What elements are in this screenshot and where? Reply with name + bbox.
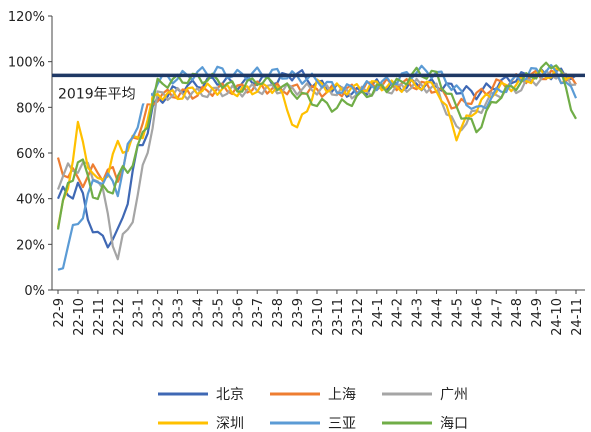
x-tick-label: 24-6 [470, 298, 485, 328]
x-tick-label: 23-2 [152, 298, 167, 328]
x-tick-label: 24-11 [570, 298, 585, 336]
y-tick-label: 120% [8, 10, 45, 25]
legend-label: 海口 [440, 416, 468, 432]
y-tick-label: 80% [16, 101, 45, 116]
reference-label-background [55, 83, 151, 104]
x-tick-label: 24-3 [411, 298, 426, 328]
y-tick-label: 60% [16, 147, 45, 162]
series-line-1 [56, 69, 577, 189]
y-tick-label: 20% [16, 238, 45, 253]
x-tick-label: 23-6 [231, 298, 246, 328]
x-tick-label: 22-9 [52, 298, 67, 328]
x-tick-label: 24-9 [530, 298, 545, 328]
x-tick-label: 24-1 [371, 298, 386, 328]
y-tick-label: 100% [8, 56, 45, 71]
axes: 0% 20% 40% 60% 80% 100% 120% 22-9 22-10 22-11 22-1… [8, 10, 585, 336]
series-line-5 [56, 61, 577, 230]
x-tick-label: 24-8 [510, 298, 525, 328]
x-tick-label: 23-5 [211, 298, 226, 328]
x-tick-label: 23-10 [311, 298, 326, 336]
x-tick-label: 24-10 [550, 298, 565, 336]
legend-label: 广州 [440, 387, 468, 403]
x-tick-label: 23-8 [271, 298, 286, 328]
y-tick-label: 0% [24, 284, 45, 299]
legend-label: 深圳 [216, 416, 244, 432]
x-tick-label: 23-7 [251, 298, 266, 328]
x-tick-label: 24-5 [450, 298, 465, 328]
x-tick-label: 23-11 [331, 298, 346, 336]
x-tick-label: 23-9 [291, 298, 306, 328]
reference-label: 2019年平均 [58, 86, 136, 102]
x-tick-label: 22-12 [112, 298, 127, 336]
x-tick-label: 23-3 [172, 298, 187, 328]
x-tick-label: 24-7 [490, 298, 505, 328]
x-tick-label: 22-10 [72, 298, 87, 336]
legend-label: 三亚 [328, 416, 356, 432]
x-tick-label: 22-11 [92, 298, 107, 336]
legend-label: 上海 [328, 387, 356, 403]
x-tick-label: 23-4 [191, 298, 206, 328]
x-tick-label: 24-2 [391, 298, 406, 328]
reference-line-group: 2019年平均 [52, 73, 585, 104]
x-tick-label: 24-4 [431, 298, 446, 328]
x-tick-label: 23-12 [351, 298, 366, 336]
y-tick-label: 40% [16, 193, 45, 208]
x-tick-label: 23-1 [132, 298, 147, 328]
legend-label: 北京 [216, 387, 244, 403]
